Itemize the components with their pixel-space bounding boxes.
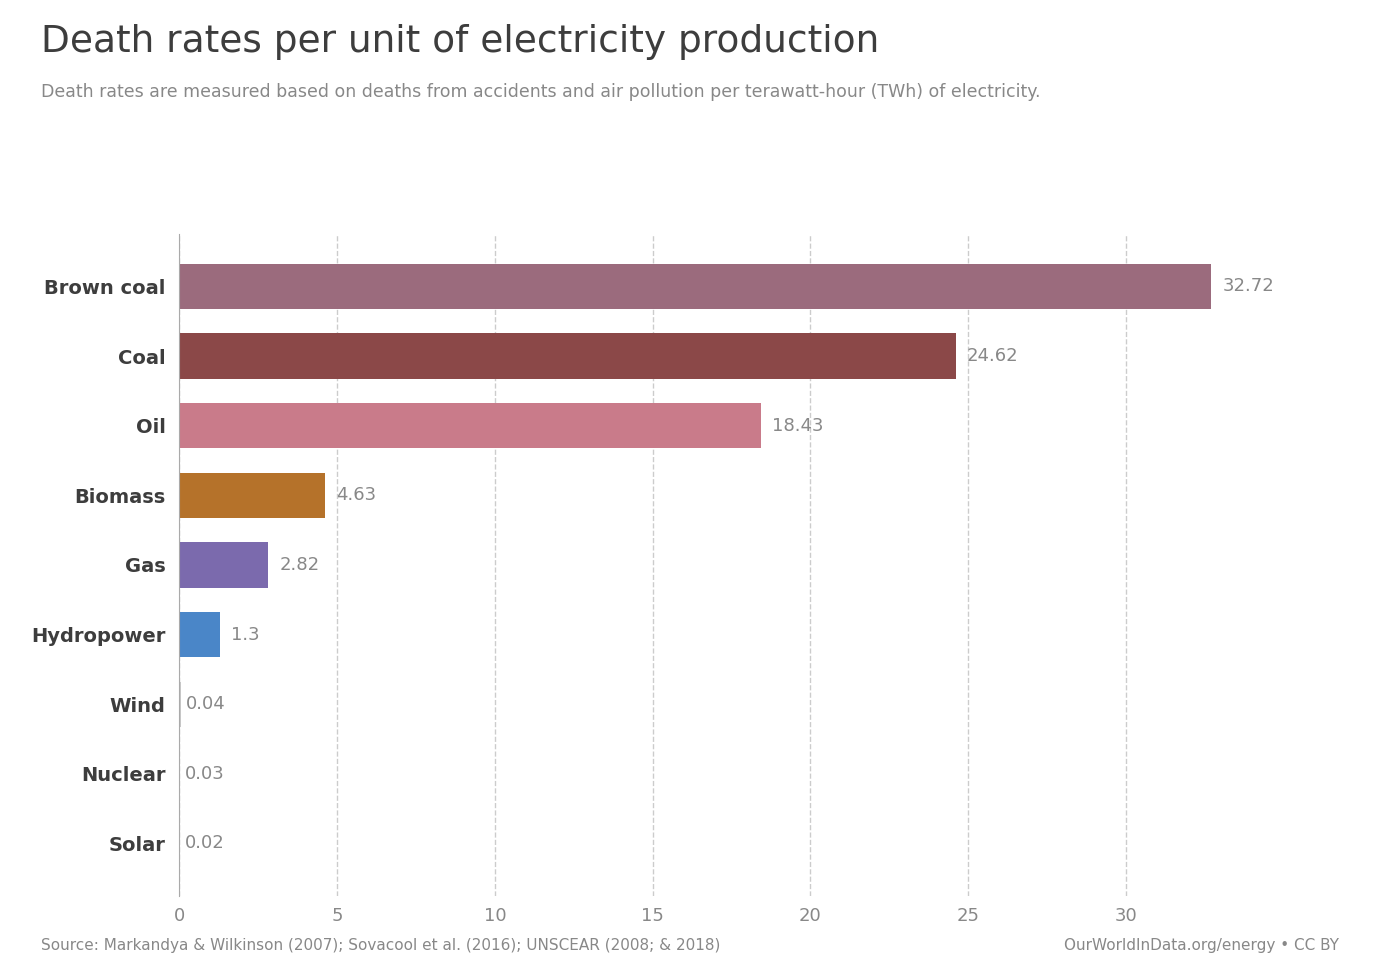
Text: 0.02: 0.02 xyxy=(185,835,225,852)
Text: 2.82: 2.82 xyxy=(279,556,320,574)
Text: 0.03: 0.03 xyxy=(185,765,225,783)
Bar xyxy=(179,612,221,657)
Bar xyxy=(179,264,1212,309)
Bar xyxy=(179,543,268,587)
Text: 1.3: 1.3 xyxy=(232,625,259,644)
Bar xyxy=(179,403,760,448)
Text: 24.62: 24.62 xyxy=(967,347,1018,365)
Text: Death rates per unit of electricity production: Death rates per unit of electricity prod… xyxy=(41,24,879,60)
Text: 0.04: 0.04 xyxy=(185,695,225,713)
Text: Source: Markandya & Wilkinson (2007); Sovacool et al. (2016); UNSCEAR (2008; & 2: Source: Markandya & Wilkinson (2007); So… xyxy=(41,938,720,953)
Bar xyxy=(179,472,326,518)
Text: 18.43: 18.43 xyxy=(771,417,824,434)
Text: Death rates are measured based on deaths from accidents and air pollution per te: Death rates are measured based on deaths… xyxy=(41,83,1041,100)
Text: Our World: Our World xyxy=(1236,31,1319,46)
Text: OurWorldInData.org/energy • CC BY: OurWorldInData.org/energy • CC BY xyxy=(1064,938,1339,953)
Bar xyxy=(179,333,956,379)
Text: 32.72: 32.72 xyxy=(1223,278,1274,295)
Text: 4.63: 4.63 xyxy=(337,486,377,505)
Text: in Data: in Data xyxy=(1248,66,1308,82)
